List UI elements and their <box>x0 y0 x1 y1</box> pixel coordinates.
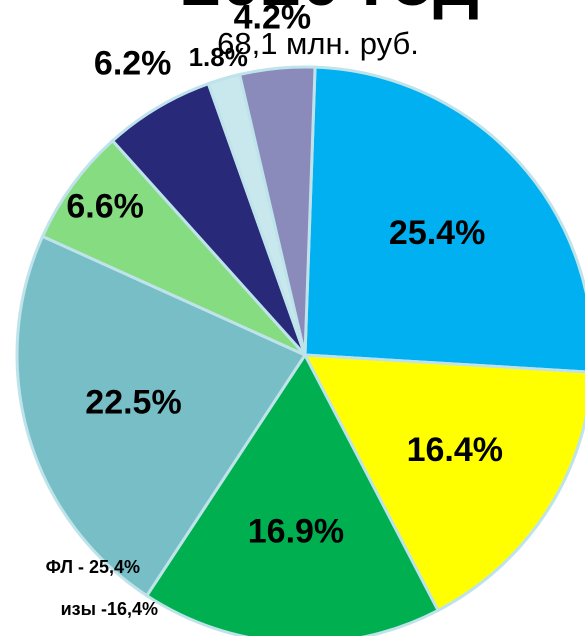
legend-text: изы -16,4% <box>61 599 158 619</box>
pie <box>15 65 585 636</box>
data-label: 6.6% <box>66 188 144 226</box>
pie-slice <box>302 353 585 613</box>
chart-title: 2020 год <box>181 0 479 21</box>
pie-slice <box>144 352 441 636</box>
legend-text: ФЛ - 25,4% <box>46 557 140 577</box>
chart-subtitle: 68,1 млн. руб. <box>217 26 419 61</box>
data-label: 16.4% <box>407 431 503 469</box>
data-label: 16.9% <box>248 512 344 550</box>
data-label: 1.8% <box>189 42 248 72</box>
pie-slice <box>303 65 585 374</box>
pie-slice <box>15 234 308 598</box>
pie-slice <box>40 138 307 357</box>
data-label: 25.4% <box>389 214 485 252</box>
data-label: 4.2% <box>234 0 312 37</box>
data-label: 6.2% <box>94 44 172 82</box>
labels: 25.4% 16.4% 16.9% 22.5% 6.6% 6.2% 1.8% 4.2% <box>66 0 503 550</box>
pie-slice <box>237 65 317 356</box>
data-label: 22.5% <box>85 384 181 422</box>
